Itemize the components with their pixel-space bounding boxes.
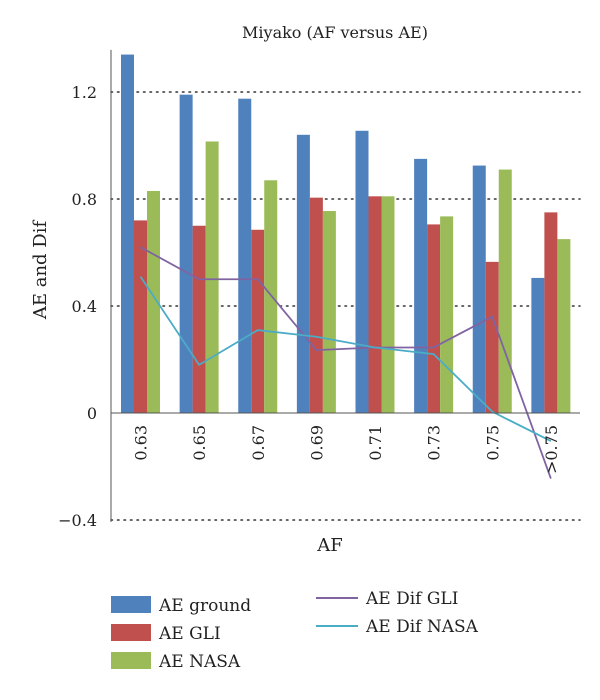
x-tick-labels: 0.63 0.65 0.67 0.69 0.71 0.73 0.75 >0.75	[132, 425, 561, 474]
bar-ae-ground	[238, 98, 252, 413]
bar-ae-nasa	[440, 216, 454, 413]
bar-ae-nasa	[381, 196, 395, 413]
legend-label: AE Dif NASA	[365, 617, 479, 637]
x-axis-title: AF	[316, 535, 343, 556]
bar-ae-gli	[368, 196, 382, 413]
bar-ae-ground	[296, 134, 310, 414]
x-tick-label: 0.75	[483, 425, 502, 461]
chart-title: Miyako (AF versus AE)	[242, 23, 428, 42]
x-tick-label: 0.71	[366, 425, 385, 461]
bar-ae-ground	[121, 54, 134, 414]
x-tick-label: >0.75	[542, 425, 561, 474]
legend-label: AE ground	[158, 596, 251, 616]
y-tick-label: 0.4	[72, 297, 97, 316]
bar-ae-gli	[427, 224, 441, 413]
bar-ae-gli	[251, 229, 265, 413]
bar-ae-gli	[544, 212, 558, 413]
legend-label: AE GLI	[158, 624, 221, 644]
y-tick-labels: −0.4 0 0.4 0.8 1.2	[58, 83, 97, 530]
bar-ae-nasa	[498, 169, 512, 413]
bar-ae-gli	[134, 220, 147, 413]
bar-ae-gli	[309, 197, 323, 413]
lines	[139, 246, 552, 479]
legend: AE ground AE GLI AE NASA AE Dif GLI AE Dif N…	[111, 589, 479, 672]
x-tick-label: 0.73	[425, 425, 444, 461]
bar-ae-ground	[531, 277, 545, 413]
legend-swatch-ae-gli	[111, 624, 151, 641]
line-ae-dif-nasa	[139, 276, 552, 442]
bar-ae-nasa	[322, 211, 336, 413]
bar-ae-gli	[192, 225, 206, 413]
bars	[121, 54, 571, 414]
y-tick-label: −0.4	[58, 511, 97, 530]
bar-ae-nasa	[264, 180, 278, 413]
x-tick-label: 0.65	[190, 425, 209, 461]
bar-ae-gli	[485, 261, 499, 413]
x-tick-label: 0.67	[249, 425, 268, 461]
legend-label: AE NASA	[158, 652, 241, 672]
bar-ae-ground	[472, 165, 486, 413]
legend-label: AE Dif GLI	[365, 589, 458, 609]
x-tick-label: 0.69	[307, 425, 326, 461]
legend-swatch-ae-ground	[111, 596, 151, 613]
bar-ae-ground	[414, 158, 428, 413]
bar-ae-ground	[179, 94, 193, 414]
bar-ae-nasa	[147, 190, 160, 413]
y-tick-label: 1.2	[72, 83, 97, 102]
bar-ae-ground	[355, 130, 369, 413]
bar-ae-nasa	[205, 141, 219, 414]
x-tick-label: 0.63	[132, 425, 151, 461]
bar-ae-nasa	[557, 239, 571, 413]
y-tick-label: 0.8	[72, 190, 97, 209]
line-ae-dif-gli	[140, 246, 552, 479]
y-axis-title: AE and Dif	[30, 220, 51, 321]
y-tick-label: 0	[87, 404, 97, 423]
legend-swatch-ae-nasa	[111, 652, 151, 669]
